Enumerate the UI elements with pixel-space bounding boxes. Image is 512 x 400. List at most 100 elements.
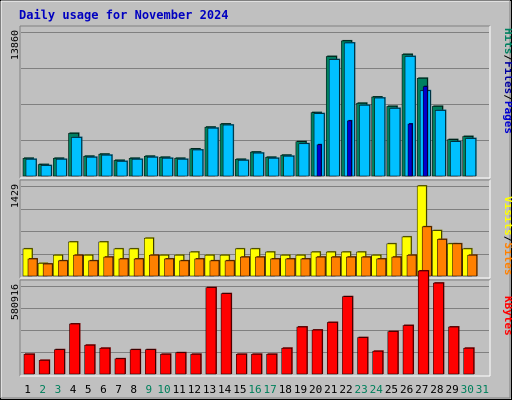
x-tick-label-day-19: 19 xyxy=(294,383,307,396)
bar-hits-files-day-23 xyxy=(359,105,370,177)
bar-hits-files-day-2 xyxy=(40,165,52,177)
panel-hits-ymax-label: 13860 xyxy=(10,30,21,60)
bar-hits-pages-day-27 xyxy=(422,86,428,177)
bar-hits-pages-day-22 xyxy=(347,120,352,177)
chart-title: Daily usage for November 2024 xyxy=(19,8,229,22)
bar-kbytes-kbytes-day-23 xyxy=(357,337,368,375)
bar-kbytes-kbytes-day-29 xyxy=(448,326,459,375)
bar-visits-sites-day-2 xyxy=(42,263,53,277)
bar-visits-sites-day-25 xyxy=(391,256,402,277)
bar-kbytes-kbytes-day-27 xyxy=(417,270,429,375)
bar-kbytes-kbytes-day-24 xyxy=(372,351,383,375)
legend-item-hits: Hits xyxy=(502,28,512,55)
x-tick-label-day-23: 23 xyxy=(355,383,368,396)
bar-visits-sites-day-15 xyxy=(240,256,250,277)
bar-hits-files-day-21 xyxy=(328,59,340,177)
legend-separator: / xyxy=(502,55,512,62)
bar-hits-files-day-28 xyxy=(435,110,446,177)
panel-kbytes-legend: KBytes xyxy=(502,296,512,336)
bar-kbytes-kbytes-day-5 xyxy=(84,344,95,375)
bar-kbytes-kbytes-day-3 xyxy=(54,349,65,375)
panel-hits-legend: Hits/Files/Pages xyxy=(502,28,512,134)
bar-hits-files-day-10 xyxy=(162,158,173,177)
bar-kbytes-kbytes-day-7 xyxy=(114,358,126,375)
panel-visits-legend: Visits/Sites xyxy=(502,196,512,276)
bar-kbytes-kbytes-day-2 xyxy=(38,360,50,375)
bar-kbytes-kbytes-day-11 xyxy=(175,352,186,375)
panel-visits: 1429 Visits/Sites xyxy=(10,179,512,279)
bar-hits-files-day-18 xyxy=(283,156,294,177)
x-tick-label-day-3: 3 xyxy=(55,383,62,396)
x-tick-label-day-20: 20 xyxy=(309,383,322,396)
bar-visits-sites-day-18 xyxy=(285,258,295,277)
bar-visits-sites-day-11 xyxy=(179,260,189,277)
x-tick-label-day-6: 6 xyxy=(100,383,107,396)
bar-hits-pages-day-20 xyxy=(316,144,322,177)
bar-kbytes-kbytes-day-13 xyxy=(205,287,217,375)
bar-kbytes-kbytes-day-4 xyxy=(69,323,80,375)
legend-item-sites: Sites xyxy=(502,242,512,275)
bar-hits-files-day-3 xyxy=(56,159,67,177)
legend-item-pages: Pages xyxy=(502,101,512,134)
bar-visits-sites-day-6 xyxy=(103,256,114,277)
bar-visits-sites-day-12 xyxy=(194,258,205,277)
x-tick-label-day-7: 7 xyxy=(115,383,122,396)
x-tick-label-day-2: 2 xyxy=(39,383,46,396)
bar-kbytes-kbytes-day-6 xyxy=(99,347,111,375)
bar-visits-sites-day-20 xyxy=(315,256,326,277)
bar-hits-files-day-17 xyxy=(268,158,279,177)
x-tick-label-day-1: 1 xyxy=(24,383,31,396)
bar-hits-files-day-8 xyxy=(131,159,143,177)
bar-hits-files-day-6 xyxy=(101,154,113,177)
bar-visits-sites-day-22 xyxy=(346,256,356,277)
bar-visits-sites-day-29 xyxy=(452,243,462,277)
bar-visits-sites-day-14 xyxy=(224,260,235,277)
bar-kbytes-kbytes-day-16 xyxy=(251,354,262,375)
bar-hits-files-day-4 xyxy=(71,137,82,177)
x-tick-label-day-31: 31 xyxy=(476,383,489,396)
bar-hits-files-day-24 xyxy=(374,97,385,177)
bar-hits-pages-day-26 xyxy=(407,123,413,177)
bar-hits-files-day-11 xyxy=(177,159,188,177)
x-tick-label-day-4: 4 xyxy=(70,383,77,396)
bar-hits-files-day-7 xyxy=(116,161,128,177)
panel-kbytes-ymax-label: 580916 xyxy=(10,284,21,320)
x-tick-label-day-11: 11 xyxy=(173,383,186,396)
x-tick-label-day-30: 30 xyxy=(461,383,474,396)
bar-kbytes-kbytes-day-30 xyxy=(463,347,474,375)
x-tick-label-day-27: 27 xyxy=(415,383,428,396)
bar-hits-files-day-30 xyxy=(465,138,476,177)
x-tick-label-day-25: 25 xyxy=(385,383,398,396)
bar-visits-sites-day-19 xyxy=(300,258,311,277)
bar-visits-sites-day-13 xyxy=(209,260,220,277)
bar-visits-sites-day-28 xyxy=(437,239,447,277)
bar-kbytes-kbytes-day-14 xyxy=(220,293,232,375)
x-tick-label-day-16: 16 xyxy=(248,383,261,396)
x-tick-label-day-5: 5 xyxy=(85,383,92,396)
x-tick-label-day-18: 18 xyxy=(279,383,292,396)
bar-kbytes-kbytes-day-17 xyxy=(266,354,277,375)
legend-item-files: Files xyxy=(502,61,512,94)
bar-hits-files-day-1 xyxy=(25,159,37,177)
bar-kbytes-kbytes-day-1 xyxy=(23,354,35,375)
x-tick-label-day-21: 21 xyxy=(324,383,337,396)
x-tick-label-day-10: 10 xyxy=(157,383,170,396)
x-tick-label-day-9: 9 xyxy=(146,383,153,396)
legend-separator: / xyxy=(502,236,512,243)
bar-visits-sites-day-16 xyxy=(255,256,265,277)
bar-visits-sites-day-8 xyxy=(133,258,144,277)
bar-kbytes-kbytes-day-26 xyxy=(402,325,414,375)
panel-kbytes: 580916 KBytes xyxy=(10,269,512,377)
legend-item-kbytes: KBytes xyxy=(502,296,512,336)
x-tick-label-day-12: 12 xyxy=(188,383,201,396)
x-tick-label-day-13: 13 xyxy=(203,383,216,396)
bar-hits-files-day-16 xyxy=(253,152,264,177)
x-tick-label-day-26: 26 xyxy=(400,383,413,396)
legend-separator: / xyxy=(502,94,512,101)
x-tick-label-day-17: 17 xyxy=(264,383,277,396)
bar-visits-sites-day-5 xyxy=(88,260,98,277)
bar-kbytes-kbytes-day-21 xyxy=(326,322,338,375)
bar-hits-files-day-12 xyxy=(192,149,204,177)
